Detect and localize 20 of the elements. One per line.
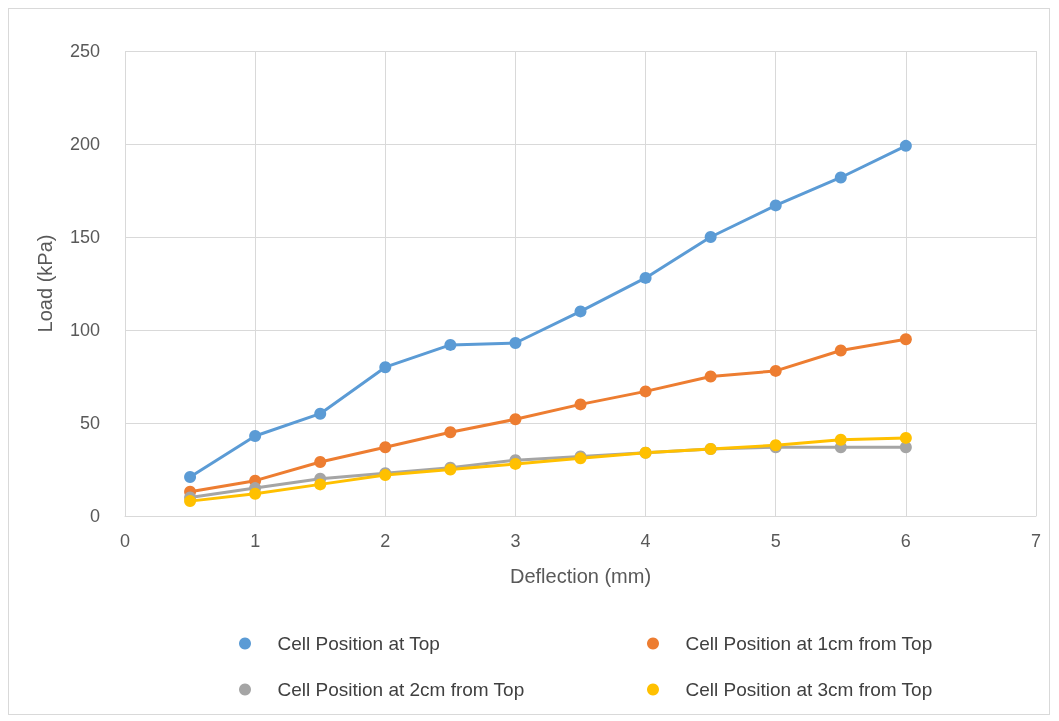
legend-label: Cell Position at 1cm from Top (685, 633, 933, 654)
x-tick-label: 5 (770, 531, 781, 551)
y-tick-label: 100 (69, 320, 100, 340)
x-tick-label: 7 (1030, 531, 1042, 551)
x-tick-label: 4 (640, 531, 651, 551)
y-tick-label: 250 (69, 41, 100, 61)
y-tick-label: 150 (69, 227, 100, 247)
y-axis-title: Load (kPa) (34, 234, 56, 333)
y-tick-label: 200 (69, 134, 100, 154)
legend-label: Cell Position at 3cm from Top (685, 679, 933, 700)
x-tick-label: 1 (250, 531, 261, 551)
x-tick-label: 0 (119, 531, 131, 551)
x-tick-label: 2 (380, 531, 391, 551)
x-axis-title: Deflection (mm) (509, 565, 652, 587)
y-tick-label: 0 (89, 506, 100, 526)
legend-label: Cell Position at Top (277, 633, 440, 654)
x-tick-label: 6 (900, 531, 911, 551)
legend-label: Cell Position at 2cm from Top (277, 679, 525, 700)
y-tick-label: 50 (79, 413, 100, 433)
x-tick-label: 3 (510, 531, 521, 551)
